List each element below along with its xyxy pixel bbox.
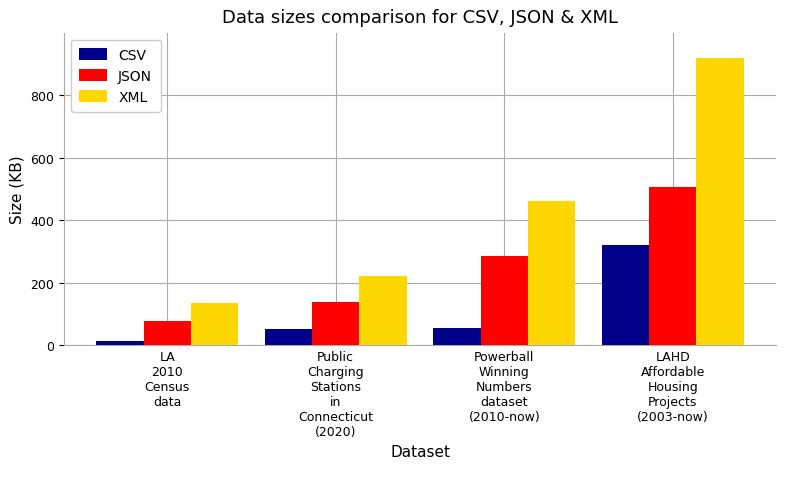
Bar: [265, 329, 312, 346]
Bar: [481, 257, 528, 346]
Bar: [434, 328, 481, 346]
Bar: [312, 302, 359, 346]
Bar: [190, 303, 238, 346]
Bar: [650, 187, 697, 346]
X-axis label: Dataset: Dataset: [390, 444, 450, 459]
Title: Data sizes comparison for CSV, JSON & XML: Data sizes comparison for CSV, JSON & XM…: [222, 9, 618, 26]
Bar: [143, 321, 190, 346]
Legend: CSV, JSON, XML: CSV, JSON, XML: [71, 40, 161, 113]
Bar: [602, 246, 650, 346]
Bar: [96, 341, 143, 346]
Bar: [359, 276, 406, 346]
Y-axis label: Size (KB): Size (KB): [10, 156, 25, 224]
Bar: [697, 59, 744, 346]
Bar: [528, 202, 575, 346]
